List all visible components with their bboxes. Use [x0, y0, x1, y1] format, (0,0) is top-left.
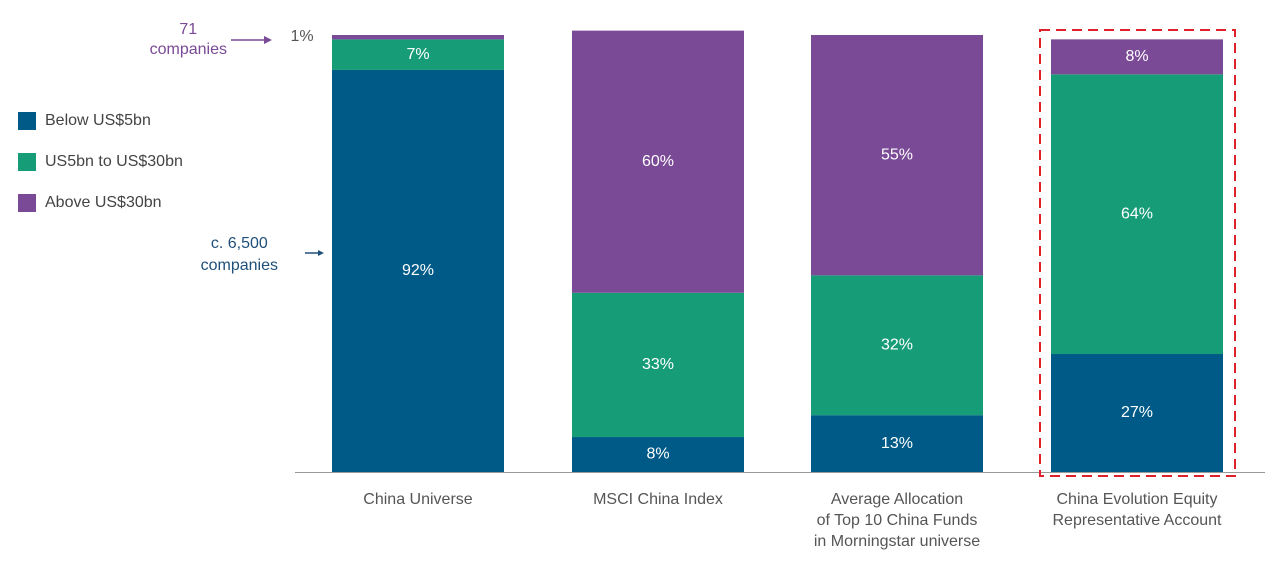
- value-label: 33%: [642, 356, 674, 373]
- arrow-head: [264, 36, 272, 44]
- value-label: 13%: [881, 435, 913, 452]
- arrow-head: [318, 250, 324, 256]
- category-label: Average Allocation of Top 10 China Funds…: [813, 491, 981, 550]
- bar-segment: [811, 415, 983, 472]
- bar-segment: [811, 275, 983, 416]
- bar-segment: [811, 35, 983, 276]
- value-label: 8%: [646, 446, 669, 463]
- value-label: 1%: [290, 28, 313, 45]
- category-label: China Universe: [363, 491, 473, 508]
- value-label: 27%: [1121, 404, 1153, 421]
- value-label: 7%: [406, 46, 429, 63]
- legend-label: Below US$5bn: [45, 112, 151, 129]
- bar-segment: [1051, 74, 1223, 355]
- annotation: c. 6,500 companies: [200, 235, 278, 274]
- legend-label: US5bn to US$30bn: [45, 153, 183, 170]
- legend-swatch: [18, 153, 36, 171]
- bar-segment: [572, 30, 744, 293]
- legend-label: Above US$30bn: [45, 194, 162, 211]
- value-label: 8%: [1125, 48, 1148, 65]
- category-label: MSCI China Index: [593, 491, 723, 508]
- legend-swatch: [18, 112, 36, 130]
- value-label: 64%: [1121, 205, 1153, 222]
- value-label: 55%: [881, 146, 913, 163]
- value-label: 92%: [402, 262, 434, 279]
- highlight-box: [1039, 29, 1236, 477]
- annotation: 71 companies: [149, 21, 227, 58]
- legend-swatch: [18, 194, 36, 212]
- value-label: 60%: [642, 153, 674, 170]
- category-label: China Evolution Equity Representative Ac…: [1052, 491, 1222, 529]
- bar-segment: [1051, 354, 1223, 472]
- bar-segment: [332, 39, 504, 70]
- bar-segment: [332, 69, 504, 473]
- value-label: 32%: [881, 336, 913, 353]
- bar-segment: [332, 35, 504, 40]
- bar-segment: [572, 437, 744, 472]
- bar-segment: [1051, 39, 1223, 75]
- bar-segment: [572, 292, 744, 438]
